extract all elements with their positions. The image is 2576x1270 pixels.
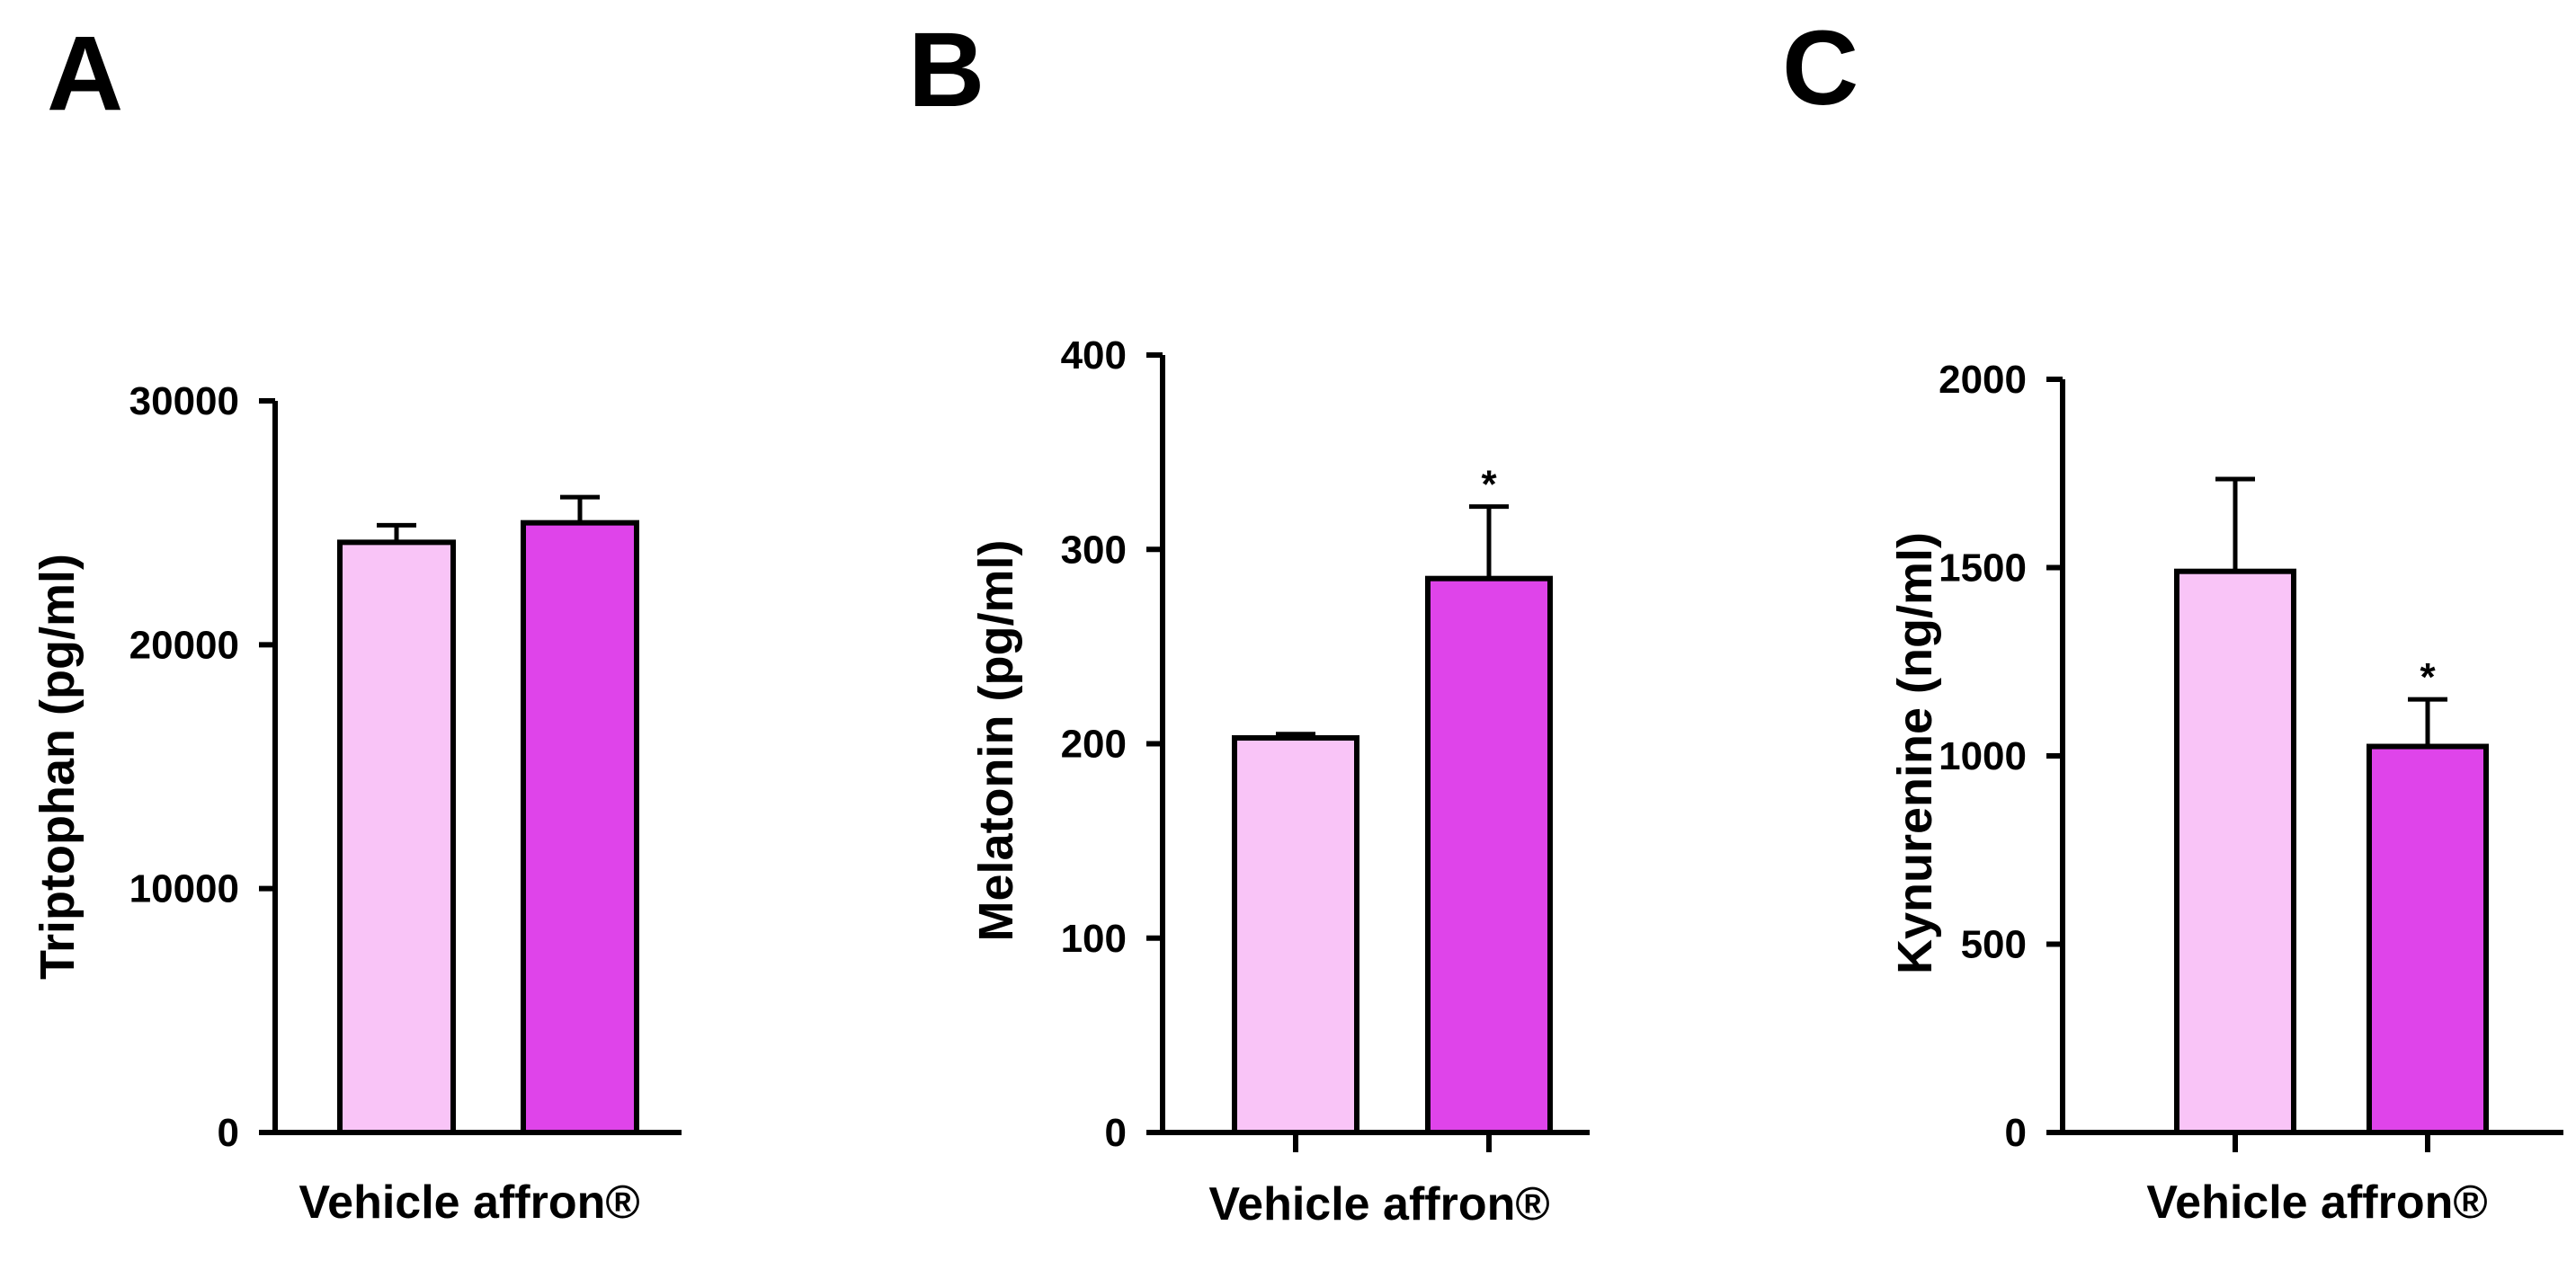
x-axis-label-c: Vehicle affron® [2146,1177,2487,1229]
y-tick-label-a-2: 20000 [129,623,239,667]
panel-letter-a: A [47,14,123,133]
y-axis-title-a: Triptophan (pg/ml) [31,554,85,980]
y-tick-label-a-0: 0 [218,1111,239,1155]
bar-b-vehicle [1232,735,1359,1135]
bar-c-vehicle [2174,568,2296,1135]
y-tick-label-b-1: 100 [1061,917,1127,961]
x-axis-label-a: Vehicle affron® [299,1177,639,1229]
y-tick-label-a-1: 10000 [129,867,239,911]
y-tick-label-c-3: 1500 [1939,546,2027,591]
y-tick-label-c-2: 1000 [1939,734,2027,778]
y-axis-title-b: Melatonin (pg/ml) [969,540,1023,942]
y-tick-label-b-4: 400 [1061,333,1127,377]
bar-b-affron [1425,575,1553,1135]
y-tick-label-b-0: 0 [1105,1111,1127,1155]
y-tick-label-b-2: 200 [1061,723,1127,767]
y-tick-label-c-0: 0 [2005,1111,2027,1155]
significance-marker-c-1: * [2420,655,2436,699]
y-axis-title-c: Kynurenine (ng/ml) [1888,532,1942,974]
panel-letter-b: B [908,11,985,129]
panel-letter-c: C [1782,9,1858,128]
significance-marker-b-1: * [1481,463,1497,507]
y-tick-label-a-3: 30000 [129,379,239,423]
bar-a-vehicle [337,539,456,1135]
bar-a-affron [521,520,639,1135]
y-tick-label-b-3: 300 [1061,528,1127,572]
x-axis-label-b: Vehicle affron® [1208,1178,1549,1230]
y-tick-label-c-4: 2000 [1939,358,2027,402]
bar-c-affron [2367,743,2489,1136]
y-tick-label-c-1: 500 [1961,923,2027,967]
